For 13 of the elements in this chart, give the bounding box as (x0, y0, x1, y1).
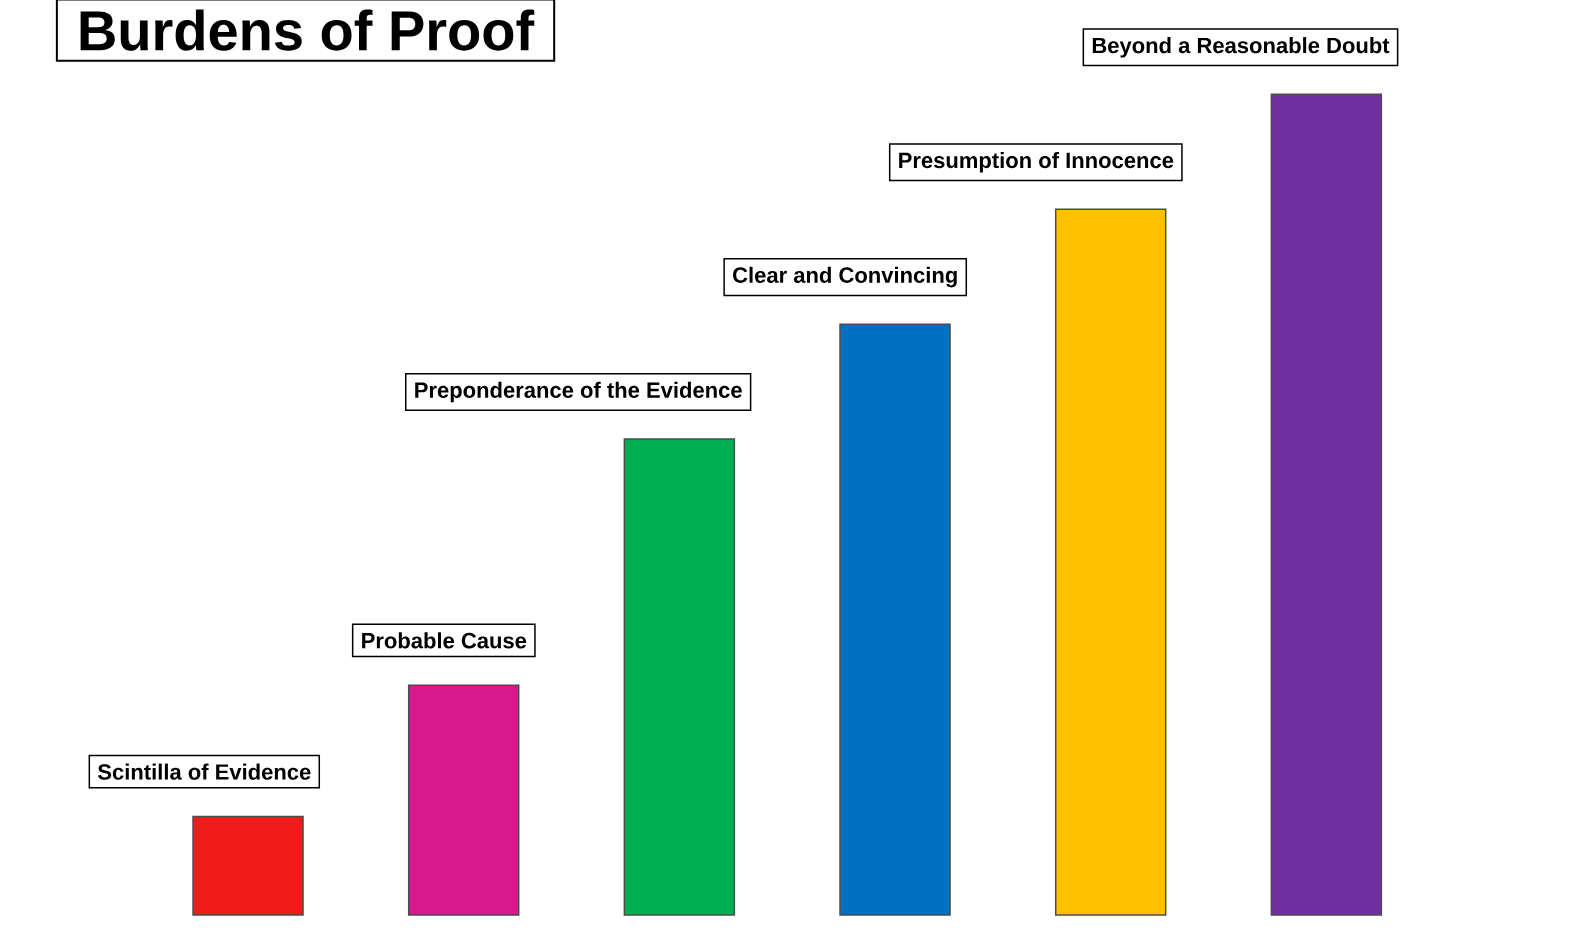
bar (623, 438, 736, 916)
bar (192, 815, 304, 916)
bar (1270, 93, 1383, 916)
x-tick-label: Beyond a Reasonable Doubt (1092, 37, 1390, 58)
x-tick-label: Presumption of Innocence (899, 151, 1174, 173)
x-tick-label: Clear and Convincing (733, 266, 957, 288)
x-tick-label: Probable Cause (362, 632, 527, 649)
x-tick-label: Preponderance of the Evidence (415, 381, 742, 403)
bar (1054, 208, 1167, 916)
chart-title: Burdens of Proof (80, 9, 535, 51)
bar (407, 684, 520, 916)
bar (839, 323, 951, 916)
x-tick-label: Scintilla of Evidence (97, 763, 311, 780)
